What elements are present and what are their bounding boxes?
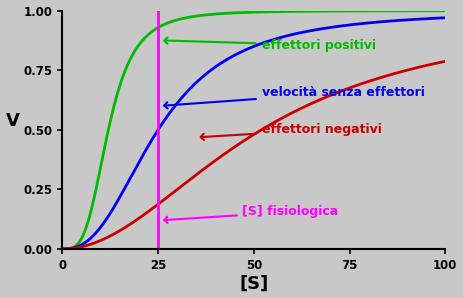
Text: [S] fisiologica: [S] fisiologica (164, 206, 338, 223)
Text: effettori positivi: effettori positivi (164, 38, 375, 52)
Text: effettori negativi: effettori negativi (200, 123, 382, 140)
X-axis label: [S]: [S] (239, 274, 269, 292)
Y-axis label: V: V (6, 112, 19, 130)
Text: velocità senza effettori: velocità senza effettori (164, 86, 425, 108)
